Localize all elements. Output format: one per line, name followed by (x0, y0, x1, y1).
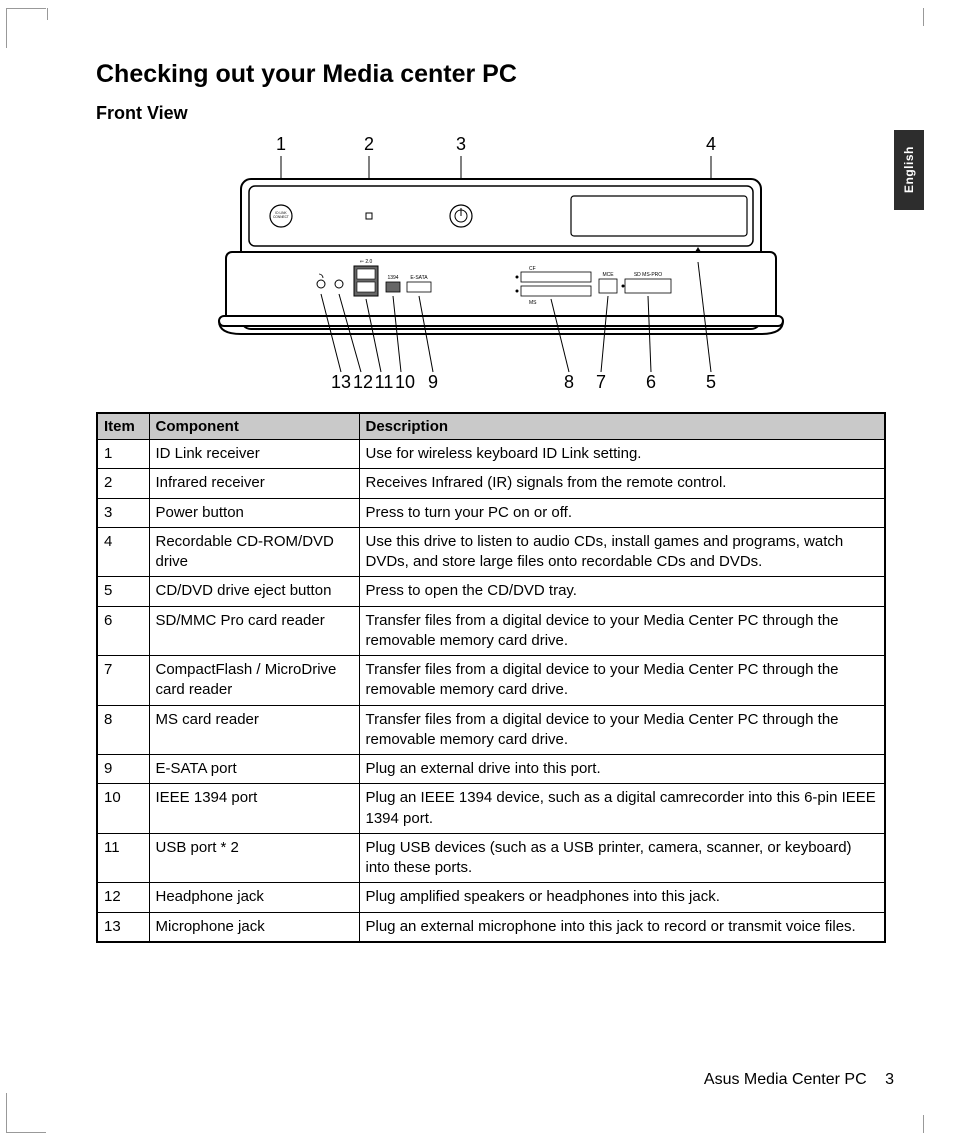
cell-item: 3 (97, 498, 149, 527)
cell-description: Plug USB devices (such as a USB printer,… (359, 833, 885, 883)
footer-text: Asus Media Center PC (704, 1071, 867, 1088)
cell-description: Plug amplified speakers or headphones in… (359, 883, 885, 912)
cell-item: 4 (97, 527, 149, 577)
component-table: Item Component Description 1ID Link rece… (96, 412, 886, 943)
cell-component: Microphone jack (149, 912, 359, 942)
cell-item: 13 (97, 912, 149, 942)
crop-mark-tr (923, 8, 924, 26)
cell-component: IEEE 1394 port (149, 784, 359, 834)
cell-component: Recordable CD-ROM/DVD drive (149, 527, 359, 577)
cell-description: Transfer files from a digital device to … (359, 656, 885, 706)
callout-2: 2 (364, 134, 374, 155)
cell-description: Press to turn your PC on or off. (359, 498, 885, 527)
svg-text:MCE: MCE (602, 272, 614, 278)
table-row: 2Infrared receiverReceives Infrared (IR)… (97, 469, 885, 498)
callouts-top: 1 2 3 4 (171, 134, 811, 154)
table-row: 7CompactFlash / MicroDrive card readerTr… (97, 656, 885, 706)
cell-description: Plug an external microphone into this ja… (359, 912, 885, 942)
table-row: 6SD/MMC Pro card readerTransfer files fr… (97, 606, 885, 656)
cell-component: CD/DVD drive eject button (149, 577, 359, 606)
cell-component: CompactFlash / MicroDrive card reader (149, 656, 359, 706)
device-illustration: ID LINK CONNECT ⇐ (171, 134, 811, 394)
cell-description: Use for wireless keyboard ID Link settin… (359, 440, 885, 469)
table-row: 11USB port * 2Plug USB devices (such as … (97, 833, 885, 883)
cell-component: ID Link receiver (149, 440, 359, 469)
cell-component: MS card reader (149, 705, 359, 755)
callout-6: 6 (646, 372, 656, 393)
language-tab: English (894, 130, 924, 210)
table-row: 3Power buttonPress to turn your PC on or… (97, 498, 885, 527)
svg-text:CF: CF (529, 266, 536, 272)
cell-description: Plug an external drive into this port. (359, 755, 885, 784)
callout-1: 1 (276, 134, 286, 155)
cell-item: 6 (97, 606, 149, 656)
callout-4: 4 (706, 134, 716, 155)
svg-text:SD MS-PRO: SD MS-PRO (634, 272, 662, 278)
table-row: 1ID Link receiverUse for wireless keyboa… (97, 440, 885, 469)
table-row: 5CD/DVD drive eject buttonPress to open … (97, 577, 885, 606)
crop-mark-bl (6, 1093, 46, 1133)
cell-item: 7 (97, 656, 149, 706)
callout-10: 10 (395, 372, 415, 393)
cell-description: Press to open the CD/DVD tray. (359, 577, 885, 606)
cell-description: Transfer files from a digital device to … (359, 606, 885, 656)
cell-component: USB port * 2 (149, 833, 359, 883)
cell-item: 1 (97, 440, 149, 469)
table-row: 9E-SATA portPlug an external drive into … (97, 755, 885, 784)
callout-9: 9 (428, 372, 438, 393)
cell-item: 9 (97, 755, 149, 784)
crop-mark-tl (6, 8, 46, 48)
svg-text:⇐ 2.0: ⇐ 2.0 (360, 259, 373, 265)
cell-description: Plug an IEEE 1394 device, such as a digi… (359, 784, 885, 834)
svg-text:1394: 1394 (387, 275, 398, 281)
page-footer: Asus Media Center PC 3 (704, 1071, 894, 1089)
page-number: 3 (885, 1071, 894, 1088)
cell-description: Receives Infrared (IR) signals from the … (359, 469, 885, 498)
cell-item: 11 (97, 833, 149, 883)
table-row: 10IEEE 1394 portPlug an IEEE 1394 device… (97, 784, 885, 834)
table-row: 12Headphone jackPlug amplified speakers … (97, 883, 885, 912)
th-component: Component (149, 413, 359, 440)
callout-5: 5 (706, 372, 716, 393)
cell-component: SD/MMC Pro card reader (149, 606, 359, 656)
table-body: 1ID Link receiverUse for wireless keyboa… (97, 440, 885, 942)
cell-item: 12 (97, 883, 149, 912)
th-description: Description (359, 413, 885, 440)
callout-11: 11 (375, 372, 394, 393)
page-content: Checking out your Media center PC Front … (96, 60, 886, 943)
callout-12: 12 (353, 372, 373, 393)
table-header-row: Item Component Description (97, 413, 885, 440)
callout-3: 3 (456, 134, 466, 155)
callouts-bottom: 13 12 11 10 9 8 7 6 5 (171, 372, 811, 394)
cell-item: 5 (97, 577, 149, 606)
callout-13: 13 (331, 372, 351, 393)
cell-component: Headphone jack (149, 883, 359, 912)
svg-text:CONNECT: CONNECT (273, 215, 289, 219)
table-row: 13Microphone jackPlug an external microp… (97, 912, 885, 942)
crop-mark-br (923, 1115, 924, 1133)
cell-component: Power button (149, 498, 359, 527)
cell-item: 8 (97, 705, 149, 755)
table-row: 4Recordable CD-ROM/DVD driveUse this dri… (97, 527, 885, 577)
page-title: Checking out your Media center PC (96, 60, 886, 89)
cell-description: Use this drive to listen to audio CDs, i… (359, 527, 885, 577)
callout-8: 8 (564, 372, 574, 393)
cell-component: Infrared receiver (149, 469, 359, 498)
cell-item: 10 (97, 784, 149, 834)
cell-component: E-SATA port (149, 755, 359, 784)
table-row: 8MS card readerTransfer files from a dig… (97, 705, 885, 755)
device-figure: 1 2 3 4 ID LINK CONNECT (171, 134, 811, 394)
page-subtitle: Front View (96, 103, 886, 124)
svg-text:E-SATA: E-SATA (410, 275, 428, 281)
cell-description: Transfer files from a digital device to … (359, 705, 885, 755)
callout-7: 7 (596, 372, 606, 393)
cell-item: 2 (97, 469, 149, 498)
svg-text:MS: MS (529, 300, 537, 306)
th-item: Item (97, 413, 149, 440)
